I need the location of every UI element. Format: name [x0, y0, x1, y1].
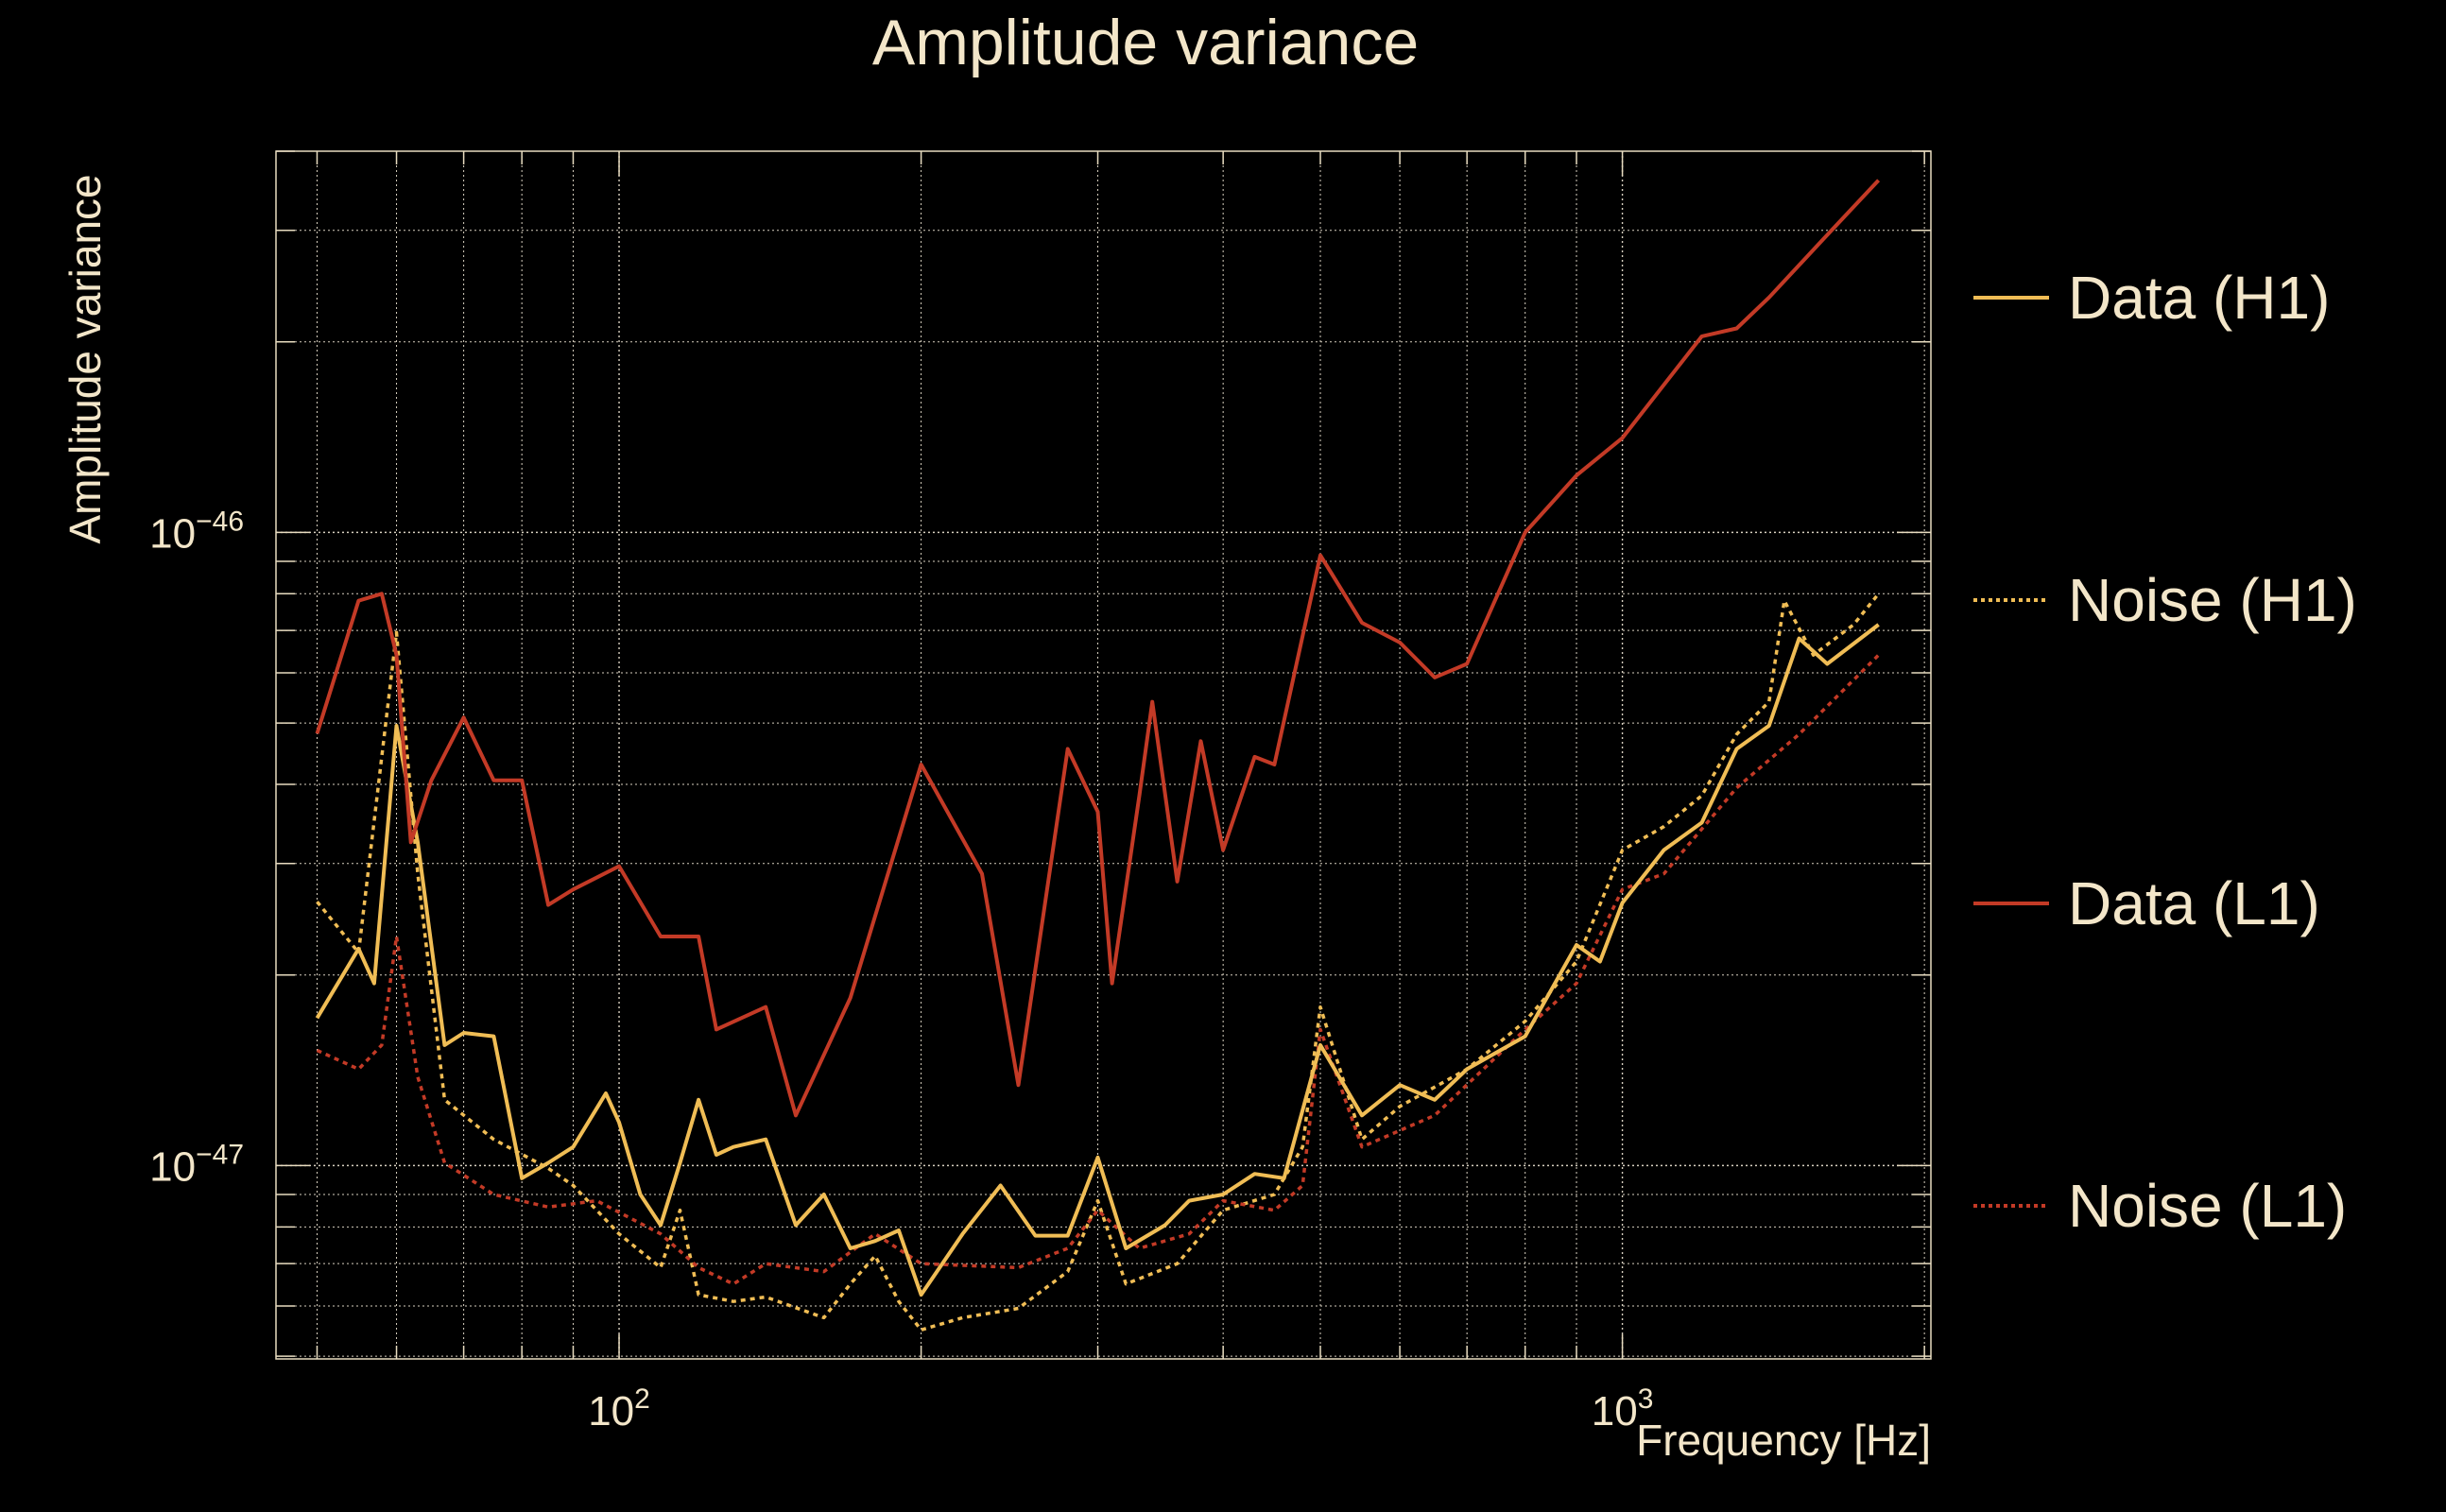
- series-line-data-h1: [315, 623, 1880, 1297]
- legend-label: Noise (L1): [2068, 1172, 2347, 1240]
- legend-item: Noise (H1): [1973, 566, 2357, 634]
- legend-item: Data (L1): [1973, 869, 2320, 937]
- tick-labels: 102 103 10−46 10−47: [149, 506, 1653, 1435]
- series-line-data-l1: [315, 179, 1881, 1118]
- legend-label: Noise (H1): [2068, 566, 2357, 634]
- y-axis-label: Amplitude variance: [60, 174, 110, 543]
- legend: Data (H1) Noise (H1) Data (L1) Noise (L1): [1973, 264, 2357, 1240]
- legend-item: Data (H1): [1973, 264, 2330, 332]
- legend-label: Data (H1): [2068, 264, 2330, 332]
- x-tick-label: 102: [588, 1383, 650, 1435]
- legend-item: Noise (L1): [1973, 1172, 2347, 1240]
- chart-title: Amplitude variance: [872, 7, 1419, 78]
- grid: [276, 150, 1931, 1359]
- y-tick-label: 10−47: [149, 1139, 244, 1190]
- axis-ticks: [276, 150, 1931, 1359]
- legend-label: Data (L1): [2068, 869, 2320, 937]
- y-tick-label: 10−46: [149, 506, 244, 557]
- series-group: [315, 179, 1881, 1332]
- plot-frame: [275, 150, 1932, 1360]
- x-axis-label: Frequency [Hz]: [1636, 1416, 1931, 1465]
- x-tick-label: 103: [1592, 1383, 1654, 1435]
